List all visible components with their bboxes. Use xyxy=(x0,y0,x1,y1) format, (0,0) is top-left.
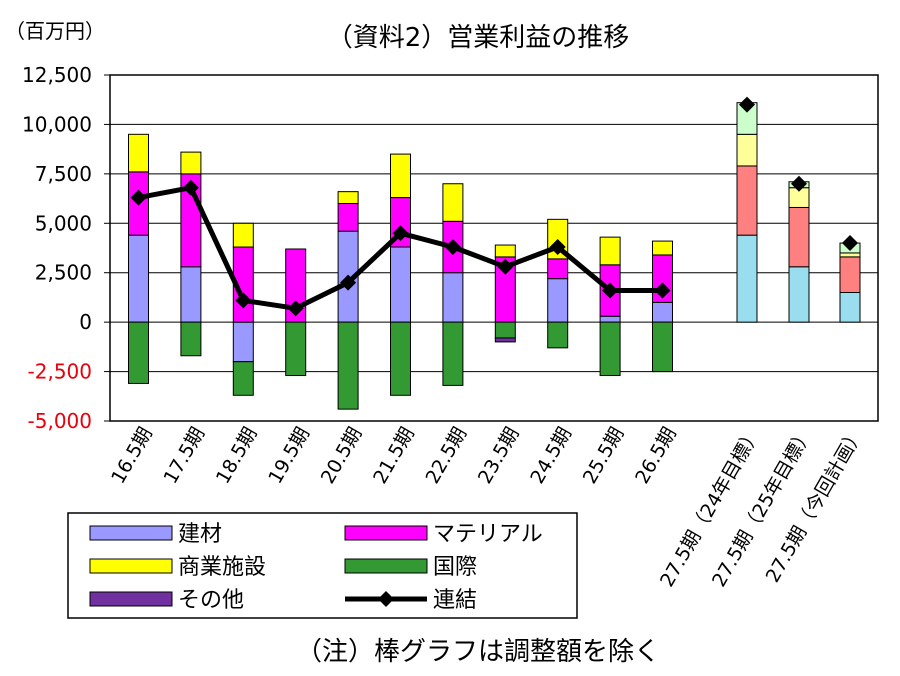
target-marker xyxy=(791,175,807,192)
bar-segment xyxy=(390,153,411,199)
consolidated-marker xyxy=(130,189,147,206)
legend-label: 連結 xyxy=(433,588,477,613)
y-tick-label: 7,500 xyxy=(35,162,92,186)
bar-segment xyxy=(180,321,202,357)
bar-segment xyxy=(232,222,254,248)
target-marker xyxy=(739,96,755,113)
bar-segment xyxy=(547,278,569,323)
target-marker xyxy=(842,235,858,252)
target-x-tick-label: 27.5期（今回計画） xyxy=(762,424,869,587)
y-tick-label: 5,000 xyxy=(35,211,92,235)
x-tick-label: 20.5期 xyxy=(317,424,367,488)
legend-swatch xyxy=(344,525,428,541)
legend-label: 国際 xyxy=(433,555,477,580)
target-bar-segment xyxy=(839,256,861,293)
bar-segment xyxy=(652,301,673,323)
bar-segment xyxy=(599,236,621,266)
legend-swatch xyxy=(89,558,173,574)
x-tick-label: 16.5期 xyxy=(107,424,157,488)
legend-swatch xyxy=(344,558,428,574)
bar-segment xyxy=(180,151,202,175)
consolidated-marker xyxy=(602,282,619,299)
bar-segment xyxy=(442,183,464,222)
consolidated-marker xyxy=(340,274,357,291)
y-tick-label: -2,500 xyxy=(28,360,92,384)
x-tick-label: 17.5期 xyxy=(160,424,210,488)
bar-segment xyxy=(285,321,307,377)
target-bar-segment xyxy=(788,206,810,268)
bar-segment xyxy=(652,321,673,373)
unit-label: （百万円） xyxy=(5,19,105,43)
bar-segment xyxy=(547,258,569,280)
target-bar-segment xyxy=(736,165,758,236)
bar-segment xyxy=(337,203,359,232)
y-tick-label: 2,500 xyxy=(35,261,92,285)
bar-segment xyxy=(232,321,254,363)
legend-swatch xyxy=(89,591,173,607)
y-tick-label: 10,000 xyxy=(22,112,92,136)
legend-swatch xyxy=(89,525,173,541)
bar-segment xyxy=(128,321,149,384)
y-tick-label: -5,000 xyxy=(28,409,92,433)
bar-segment xyxy=(180,266,202,323)
x-tick-label: 26.5期 xyxy=(631,424,681,488)
consolidated-marker xyxy=(235,292,252,309)
legend-label: 建材 xyxy=(178,522,222,547)
bar-segment xyxy=(337,191,359,205)
bar-segment xyxy=(599,315,621,323)
consolidated-marker xyxy=(497,258,514,275)
bar-segment xyxy=(390,321,411,396)
x-tick-label: 24.5期 xyxy=(526,424,576,488)
bar-segment xyxy=(390,246,411,323)
bar-segment xyxy=(494,244,516,258)
bar-segment xyxy=(547,321,569,349)
x-tick-label: 18.5期 xyxy=(212,424,262,488)
consolidated-marker xyxy=(549,239,566,256)
y-tick-label: 0 xyxy=(79,310,92,334)
bar-segment xyxy=(494,337,516,343)
plot-area xyxy=(109,74,879,422)
target-bar-segment xyxy=(736,234,758,323)
legend-label: マテリアル xyxy=(433,522,543,547)
target-bar-segment xyxy=(839,291,861,323)
x-tick-label: 22.5期 xyxy=(422,424,472,488)
x-tick-label: 23.5期 xyxy=(474,424,524,488)
legend-marker xyxy=(378,591,394,607)
target-bar-segment xyxy=(736,133,758,167)
x-tick-label: 21.5期 xyxy=(369,424,419,488)
consolidated-marker xyxy=(182,179,199,196)
bar-segment xyxy=(128,234,149,323)
consolidated-marker xyxy=(392,225,409,242)
chart-note: （注）棒グラフは調整額を除く xyxy=(296,637,660,667)
bar-segment xyxy=(442,272,464,323)
consolidated-marker xyxy=(287,300,304,317)
chart-title: （資料2）営業利益の推移 xyxy=(327,23,630,53)
bar-segment xyxy=(494,321,516,339)
bar-segment xyxy=(337,321,359,410)
target-bar-segment xyxy=(839,252,861,258)
x-tick-label: 19.5期 xyxy=(264,424,314,488)
x-tick-label: 25.5期 xyxy=(579,424,629,488)
bar-segment xyxy=(232,361,254,396)
y-tick-label: 12,500 xyxy=(22,63,92,87)
bar-segment xyxy=(652,240,673,256)
consolidated-marker xyxy=(654,282,671,299)
legend-label: その他 xyxy=(178,588,244,613)
legend-label: 商業施設 xyxy=(178,555,266,580)
bar-segment xyxy=(442,321,464,386)
consolidated-marker xyxy=(444,239,461,256)
bar-segment xyxy=(128,133,149,173)
target-bar-segment xyxy=(788,266,810,323)
bar-segment xyxy=(599,321,621,377)
